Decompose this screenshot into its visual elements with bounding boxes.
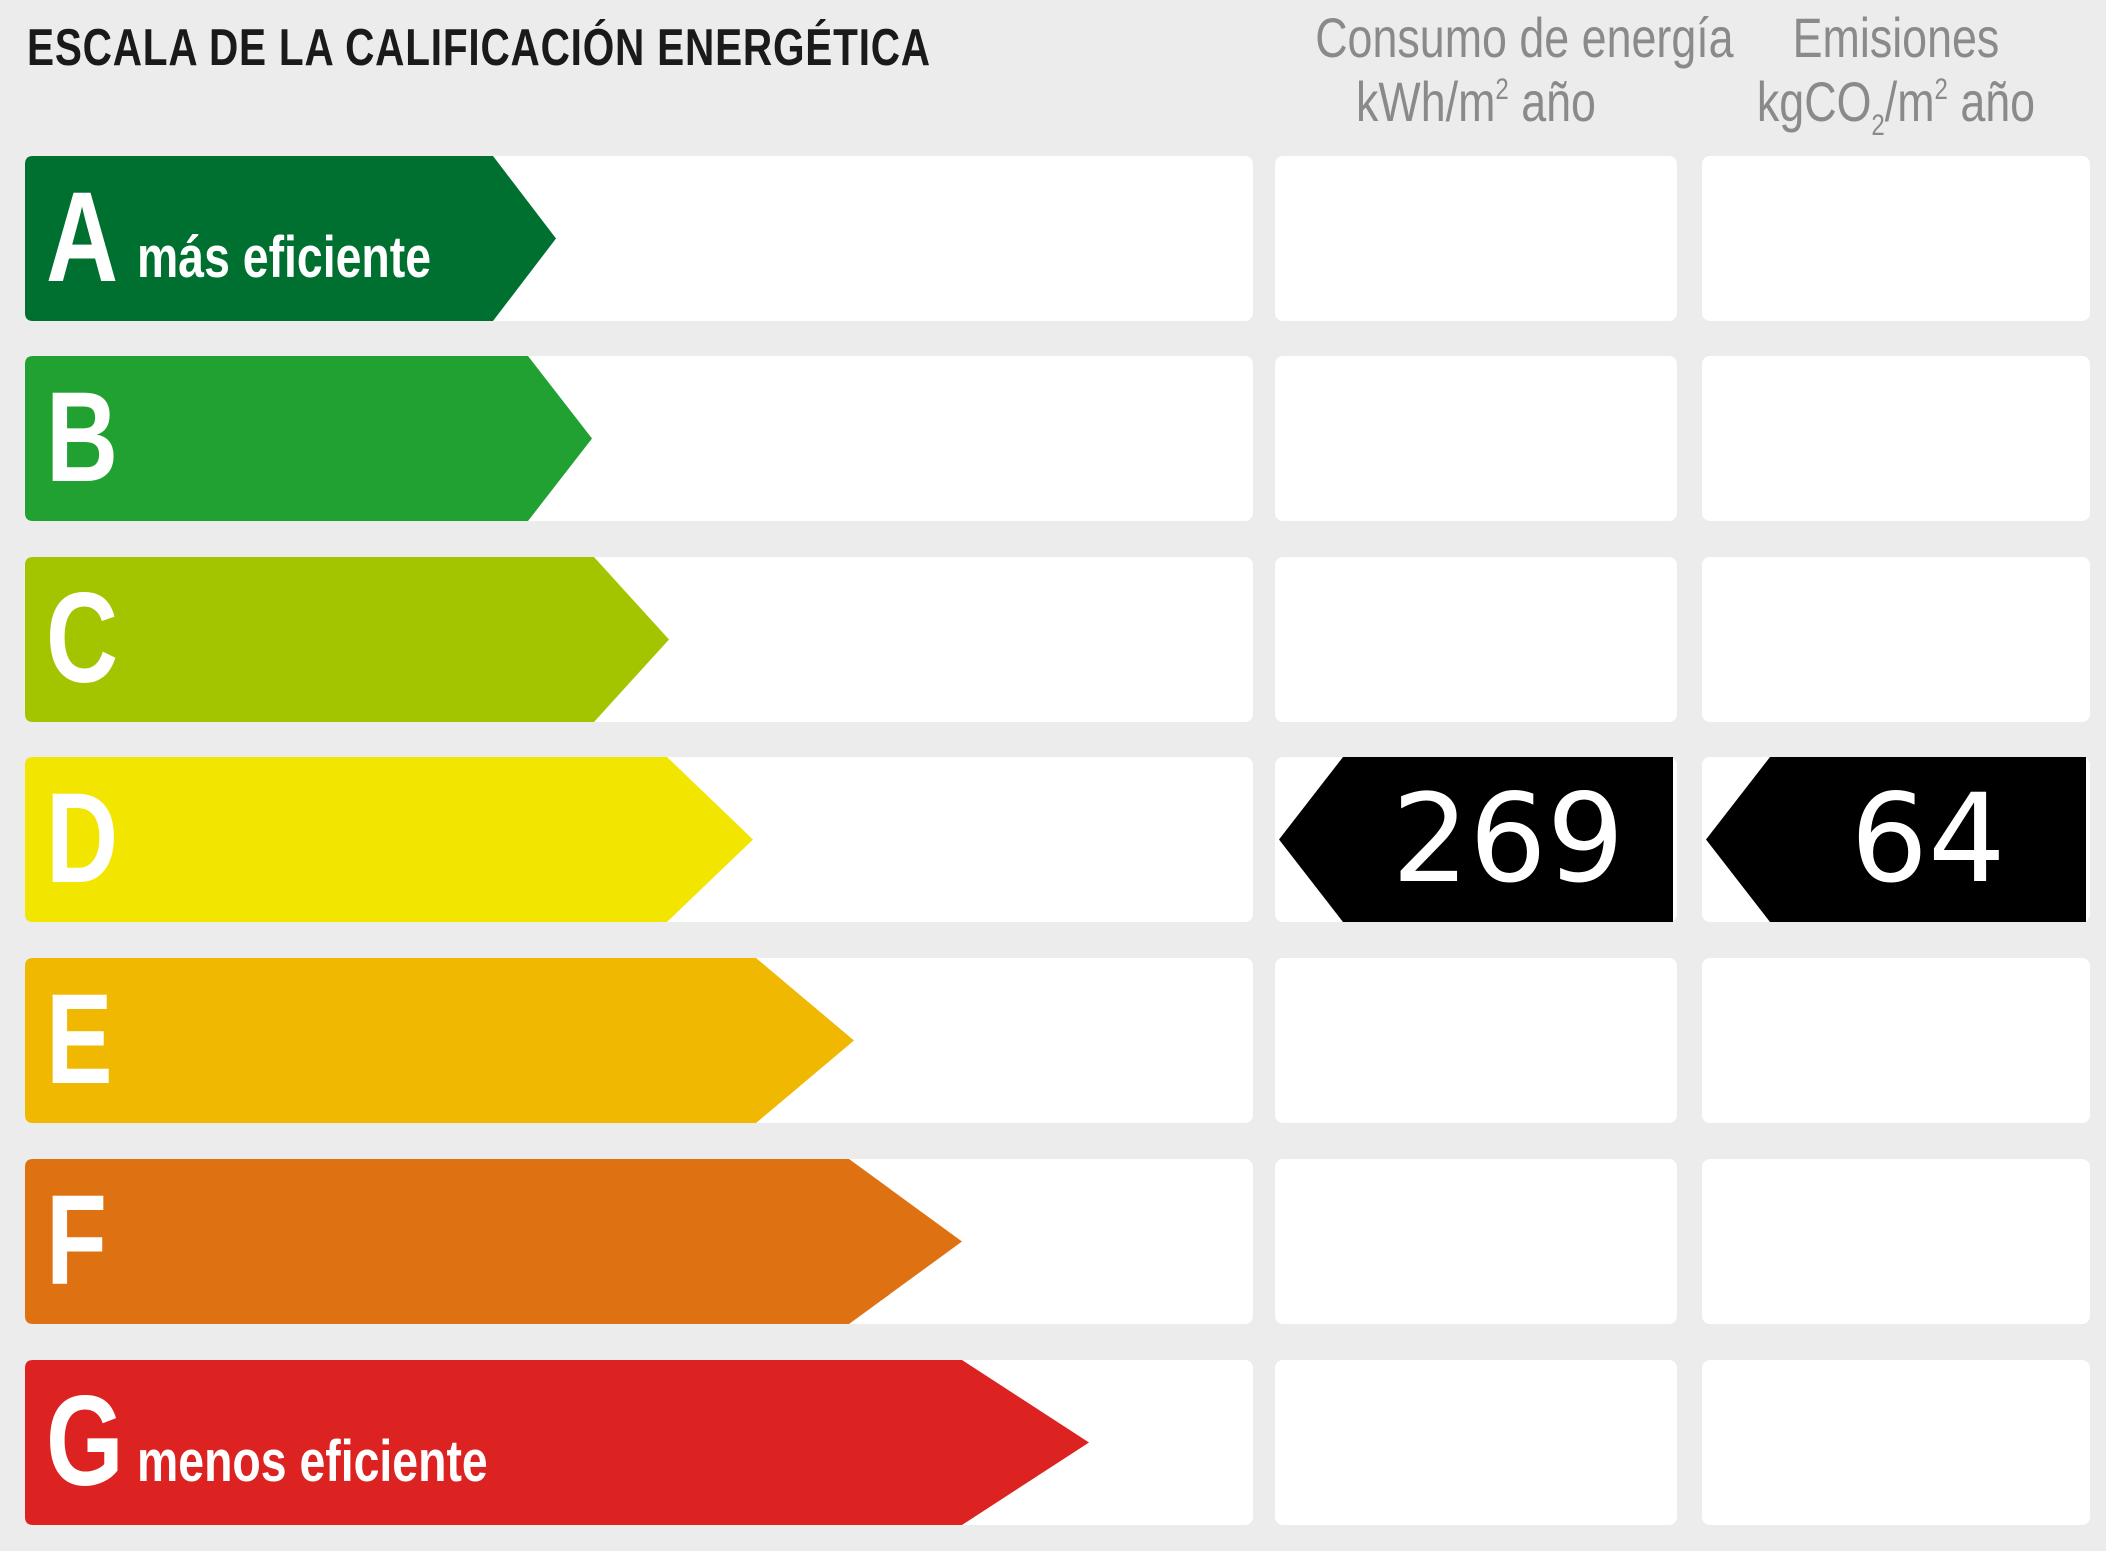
emisiones-indicator-arrow [1706, 757, 2086, 922]
rating-letter: F [46, 1169, 107, 1312]
emisiones-header: Emisiones kgCO2/m2 año [1741, 6, 2051, 142]
rating-arrow-g [25, 1360, 1089, 1525]
consumo-label: Consumo de energía [1315, 6, 1734, 69]
consumo-indicator-arrow [1279, 757, 1673, 922]
rating-letter: C [46, 567, 119, 710]
rating-arrow-f [25, 1159, 962, 1324]
emisiones-cell [1702, 1159, 2090, 1324]
rating-arrow-a [25, 156, 556, 321]
rating-letter: A [46, 166, 119, 309]
consumo-cell [1275, 557, 1677, 722]
consumo-cell [1275, 156, 1677, 321]
rating-arrow-b [25, 356, 592, 521]
consumo-unit: kWh/m2 año [1356, 70, 1596, 133]
rating-letter: B [46, 366, 119, 509]
emisiones-cell [1702, 557, 2090, 722]
emisiones-label: Emisiones [1792, 6, 2000, 69]
page-title: ESCALA DE LA CALIFICACIÓN ENERGÉTICA [27, 19, 931, 77]
emisiones-unit: kgCO2/m2 año [1756, 70, 2036, 142]
rating-arrow-c [25, 557, 669, 722]
rating-arrow-e [25, 958, 854, 1123]
emisiones-indicator-value: 64 [1850, 768, 2006, 910]
consumo-cell [1275, 356, 1677, 521]
consumo-cell [1275, 1159, 1677, 1324]
rating-label: más eficiente [137, 225, 432, 290]
rating-label: menos eficiente [137, 1429, 488, 1494]
rating-letter: E [46, 968, 113, 1111]
consumo-cell [1275, 958, 1677, 1123]
emisiones-cell [1702, 356, 2090, 521]
emisiones-cell [1702, 1360, 2090, 1525]
rating-letter: D [46, 767, 119, 910]
rating-arrow-d [25, 757, 753, 922]
consumo-header: Consumo de energía kWh/m2 año [1315, 6, 1734, 134]
consumo-indicator-value: 269 [1391, 768, 1625, 910]
rating-letter: G [46, 1370, 124, 1513]
emisiones-cell [1702, 958, 2090, 1123]
emisiones-cell [1702, 156, 2090, 321]
consumo-cell [1275, 1360, 1677, 1525]
